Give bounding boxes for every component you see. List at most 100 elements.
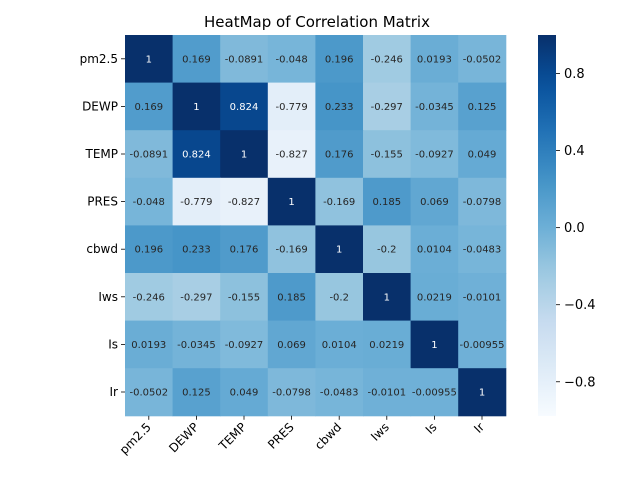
cell-value-label: 0.824	[182, 150, 211, 161]
colorbar-tick-label: 0.8	[564, 67, 585, 82]
cell-value-label: 1	[288, 197, 294, 208]
heatmap-cell	[220, 130, 269, 179]
cell-value-label: 0.0104	[322, 340, 357, 351]
heatmap-cell	[220, 82, 269, 131]
cell-value-label: -0.297	[180, 292, 212, 303]
heatmap-cell	[410, 320, 459, 369]
heatmap-cell	[125, 177, 174, 226]
x-tick-label: Ir	[471, 420, 487, 436]
cell-value-label: 1	[193, 102, 199, 113]
heatmap-cell	[458, 177, 507, 226]
heatmap-cell	[410, 225, 459, 274]
y-tick-label: cbwd	[86, 242, 118, 256]
cell-value-label: 1	[479, 388, 485, 399]
heatmap-cell	[172, 320, 221, 369]
y-tick-label: Is	[108, 337, 118, 351]
heatmap-cell	[172, 225, 221, 274]
heatmap-cell	[458, 368, 507, 417]
cell-value-label: 0.169	[182, 54, 211, 65]
cell-value-label: -0.048	[275, 54, 307, 65]
colorbar-gradient	[538, 35, 556, 416]
cell-value-label: -0.2	[377, 245, 397, 256]
heatmap-cell	[267, 82, 316, 131]
heatmap-cell	[172, 82, 221, 131]
heatmap-cell	[410, 35, 459, 84]
x-tick-label: cbwd	[312, 420, 344, 452]
heatmap-cell	[315, 320, 364, 369]
heatmap-cell	[172, 177, 221, 226]
heatmap-cell	[315, 225, 364, 274]
heatmap-cell	[458, 82, 507, 131]
x-axis: pm2.5 DEWP TEMP PRES cbwd Iws Is Ir	[117, 415, 487, 457]
cell-value-label: -0.0927	[415, 150, 454, 161]
cell-value-label: 0.196	[325, 54, 354, 65]
heatmap-cell	[363, 82, 412, 131]
heatmap-cell	[410, 368, 459, 417]
y-tick-label: TEMP	[84, 147, 118, 161]
heatmap-cell	[363, 130, 412, 179]
heatmap-cell	[363, 225, 412, 274]
heatmap-cell	[125, 320, 174, 369]
x-tick-label: PRES	[265, 420, 297, 452]
cell-value-label: 0.196	[134, 245, 163, 256]
cell-value-label: -0.048	[133, 197, 165, 208]
heatmap-cell	[172, 368, 221, 417]
cell-value-label: -0.0502	[129, 388, 168, 399]
colorbar-tick-label: −0.4	[564, 298, 596, 313]
y-axis: pm2.5 DEWP TEMP PRES cbwd Iws Is Ir	[80, 52, 125, 399]
heatmap-cell	[410, 130, 459, 179]
cell-value-label: -0.827	[228, 197, 260, 208]
heatmap-cell	[458, 130, 507, 179]
heatmap-cell	[125, 225, 174, 274]
cell-value-label: -0.0891	[129, 150, 168, 161]
heatmap-cell	[315, 273, 364, 322]
y-tick-label: DEWP	[82, 99, 118, 113]
cell-value-label: 1	[336, 245, 342, 256]
cell-value-label: -0.00955	[460, 340, 505, 351]
cell-value-label: 0.185	[277, 292, 306, 303]
heatmap-cell	[458, 320, 507, 369]
heatmap-cell	[315, 130, 364, 179]
colorbar: 0.8 0.4 0.0 −0.4 −0.8	[538, 35, 596, 416]
heatmap-cell	[315, 35, 364, 84]
cell-value-label: -0.155	[228, 292, 260, 303]
cell-value-label: 0.125	[182, 388, 211, 399]
cell-value-label: -0.169	[323, 197, 355, 208]
heatmap-cell	[410, 177, 459, 226]
cell-value-label: -0.827	[275, 150, 307, 161]
cell-value-label: -0.0345	[415, 102, 454, 113]
heatmap-cell	[172, 273, 221, 322]
cell-value-label: -0.169	[275, 245, 307, 256]
cell-value-label: 0.185	[372, 197, 401, 208]
x-tick-label: DEWP	[166, 420, 201, 455]
heatmap-cell	[125, 273, 174, 322]
heatmap-cell	[363, 35, 412, 84]
heatmap-cell	[220, 368, 269, 417]
heatmap-cell	[363, 273, 412, 322]
cell-value-label: -0.0891	[225, 54, 264, 65]
heatmap-cell	[410, 82, 459, 131]
cell-value-label: -0.00955	[412, 388, 457, 399]
cell-value-label: 0.233	[182, 245, 211, 256]
heatmap-cell	[267, 130, 316, 179]
chart-title: HeatMap of Correlation Matrix	[204, 13, 430, 31]
cell-value-label: 1	[384, 292, 390, 303]
heatmap-cell	[267, 35, 316, 84]
heatmap-cell	[410, 273, 459, 322]
heatmap-cell	[267, 368, 316, 417]
cell-value-label: 0.0219	[369, 340, 404, 351]
heatmap-cell	[125, 368, 174, 417]
heatmap-cell	[220, 225, 269, 274]
heatmap-cell	[458, 225, 507, 274]
heatmap-cell	[220, 177, 269, 226]
cell-value-label: -0.0502	[463, 54, 502, 65]
x-tick-label: pm2.5	[117, 420, 154, 457]
colorbar-tick-label: 0.4	[564, 144, 585, 159]
cell-value-label: 0.169	[134, 102, 163, 113]
cell-value-label: 0.049	[468, 150, 497, 161]
cell-value-label: -0.779	[275, 102, 307, 113]
heatmap-cell	[220, 273, 269, 322]
heatmap-cell	[363, 368, 412, 417]
cell-value-label: 1	[241, 150, 247, 161]
